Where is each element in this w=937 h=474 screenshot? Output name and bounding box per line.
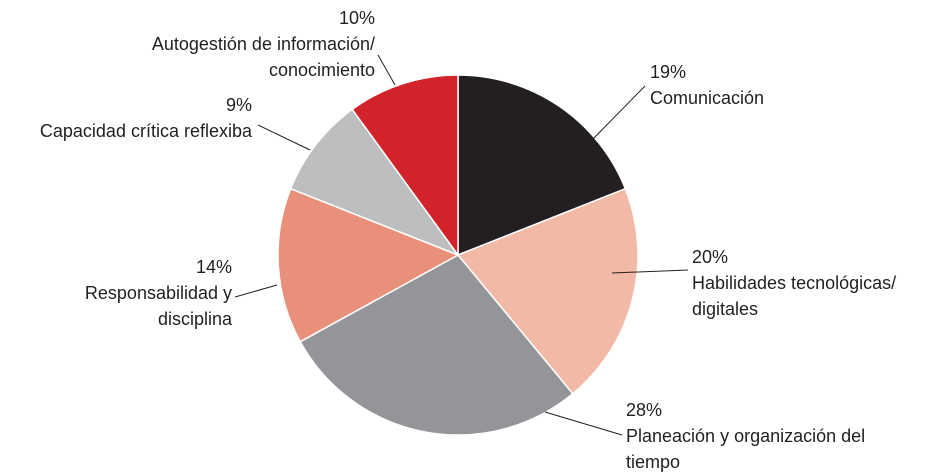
leader-line bbox=[589, 85, 646, 143]
value-label: 19% bbox=[650, 62, 687, 82]
slice-label: 9% Capacidad crítica reflexiba bbox=[0, 92, 252, 144]
pie-slice bbox=[457, 74, 627, 257]
leader-line bbox=[611, 269, 689, 274]
value-label: 20% bbox=[692, 247, 729, 267]
leader-line bbox=[234, 284, 278, 298]
value-label: 14% bbox=[195, 257, 232, 277]
category-label: Responsabilidad y disciplina bbox=[84, 283, 232, 329]
value-label: 10% bbox=[338, 8, 375, 28]
slice-label: 20% Habilidades tecnológicas/ digitales bbox=[692, 244, 932, 322]
category-label: Planeación y organización del tiempo bbox=[626, 426, 866, 472]
value-label: 9% bbox=[225, 95, 252, 115]
pie-slice bbox=[289, 108, 461, 257]
pie-slice bbox=[299, 254, 574, 436]
leader-line bbox=[544, 411, 623, 436]
leader-line bbox=[257, 124, 311, 151]
category-label: Habilidades tecnológicas/ digitales bbox=[692, 273, 897, 319]
pie-slice bbox=[351, 74, 459, 258]
value-label: 28% bbox=[626, 400, 663, 420]
pie-slice bbox=[456, 187, 639, 395]
category-label: Autogestión de información/ conocimiento bbox=[151, 34, 375, 80]
leader-line bbox=[377, 54, 396, 86]
slice-label: 14% Responsabilidad y disciplina bbox=[62, 254, 232, 332]
category-label: Comunicación bbox=[650, 88, 765, 108]
pie-slice bbox=[277, 187, 460, 343]
category-label: Capacidad crítica reflexiba bbox=[39, 121, 252, 141]
slice-label: 10% Autogestión de información/ conocimie… bbox=[120, 5, 375, 83]
slice-label: 19% Comunicación bbox=[650, 59, 850, 111]
slice-label: 28% Planeación y organización del tiempo bbox=[626, 397, 866, 474]
